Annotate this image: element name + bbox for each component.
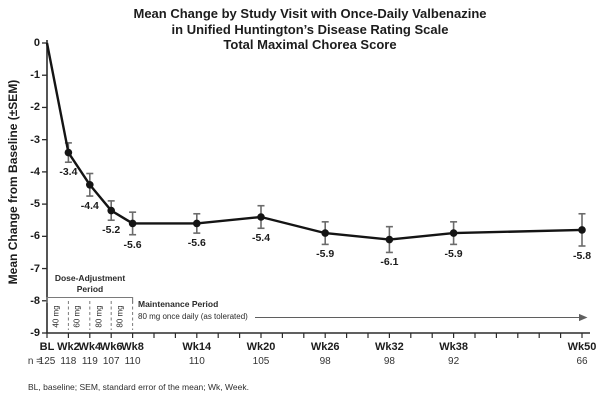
n-value-wk6: 107	[102, 356, 120, 367]
y-tick-label: -9	[30, 327, 40, 339]
n-value-wk8: 110	[124, 356, 141, 367]
dose-label-2: 60 mg	[72, 304, 82, 328]
data-point-Wk2	[64, 148, 73, 157]
x-tick-label-wk38: Wk38	[439, 341, 468, 353]
y-tick-label: -4	[30, 165, 40, 178]
data-point-Wk6	[107, 206, 115, 215]
x-tick-label-wk6: Wk6	[99, 341, 123, 353]
x-tick-label-wk14: Wk14	[182, 341, 212, 353]
x-tick-label-wk2: Wk2	[57, 341, 80, 353]
x-tick-label-wk4: Wk4	[78, 341, 102, 353]
dose-label-3: 80 mg	[94, 304, 103, 328]
data-point-Wk14	[193, 219, 201, 228]
y-tick-label: -1	[30, 69, 40, 82]
data-label-wk6: -5.2	[102, 224, 121, 237]
x-tick-label-wk26: Wk26	[310, 341, 340, 353]
y-tick-label: -6	[30, 230, 40, 243]
data-label-wk4: -4.4	[80, 200, 99, 213]
chart-title: Mean Change by Study Visit with Once-Dai…	[45, 6, 575, 53]
x-tick-label-wk50: Wk50	[567, 341, 597, 353]
maintenance-period-subtitle: 80 mg once daily (as tolerated)	[138, 312, 248, 321]
data-point-Wk26	[321, 229, 330, 237]
x-tick-label-wk8: Wk8	[121, 341, 144, 353]
dose-adjustment-title-line2: Period	[76, 284, 104, 294]
maintenance-period-title: Maintenance Period	[138, 299, 219, 309]
dose-label-4: 80 mg	[115, 304, 125, 328]
dose-adjustment-title-line1: Dose-Adjustment	[54, 273, 126, 283]
data-point-Wk8	[128, 219, 137, 228]
data-point-Wk38	[449, 229, 458, 237]
dose-label-1: 40 mg	[51, 304, 61, 328]
data-point-Wk4	[86, 180, 94, 189]
n-value-wk20: 105	[252, 356, 270, 367]
chart-title-line2: in Unified Huntington’s Disease Rating S…	[171, 21, 449, 37]
n-value-wk2: 118	[60, 356, 77, 367]
n-value-wk32: 98	[383, 356, 395, 367]
n-value-wk4: 119	[81, 356, 98, 367]
n-value-wk38: 92	[448, 356, 460, 367]
n-value-wk26: 98	[319, 356, 331, 367]
y-tick-label: -7	[30, 262, 40, 275]
x-tick-label-wk32: Wk32	[375, 341, 404, 353]
data-point-Wk50	[578, 226, 586, 234]
n-value-bl: 125	[38, 356, 56, 367]
data-label-wk14: -5.6	[187, 237, 206, 250]
y-tick-label: -3	[30, 133, 40, 146]
n-value-wk14: 110	[188, 356, 205, 367]
chart-title-line3: Total Maximal Chorea Score	[223, 37, 397, 52]
data-label-wk2: -3.4	[59, 166, 78, 179]
data-point-Wk20	[257, 213, 265, 221]
n-row-prefix: n =	[27, 356, 42, 367]
dose-adjustment-bracket	[46, 296, 134, 303]
data-label-wk50: -5.8	[572, 250, 592, 262]
data-label-wk26: -5.9	[316, 248, 335, 261]
y-tick-label: 0	[33, 37, 40, 49]
chart-title-line1: Mean Change by Study Visit with Once-Dai…	[133, 6, 487, 21]
data-label-wk38: -5.9	[444, 248, 463, 261]
dose-adjustment-title: Dose-Adjustment Period	[28, 273, 152, 295]
x-tick-label-wk20: Wk20	[246, 341, 276, 353]
data-point-Wk32	[385, 235, 394, 244]
data-label-wk20: -5.4	[251, 232, 271, 245]
data-label-wk8: -5.6	[123, 238, 142, 251]
y-tick-label: -5	[30, 198, 40, 211]
y-tick-label: -8	[30, 294, 40, 307]
footnote: BL, baseline; SEM, standard error of the…	[28, 382, 249, 392]
maintenance-arrowhead	[579, 313, 588, 322]
data-label-wk32: -6.1	[380, 256, 399, 269]
n-value-wk50: 66	[576, 356, 588, 367]
y-tick-label: -2	[30, 101, 40, 114]
x-tick-label-bl: BL	[39, 341, 55, 353]
